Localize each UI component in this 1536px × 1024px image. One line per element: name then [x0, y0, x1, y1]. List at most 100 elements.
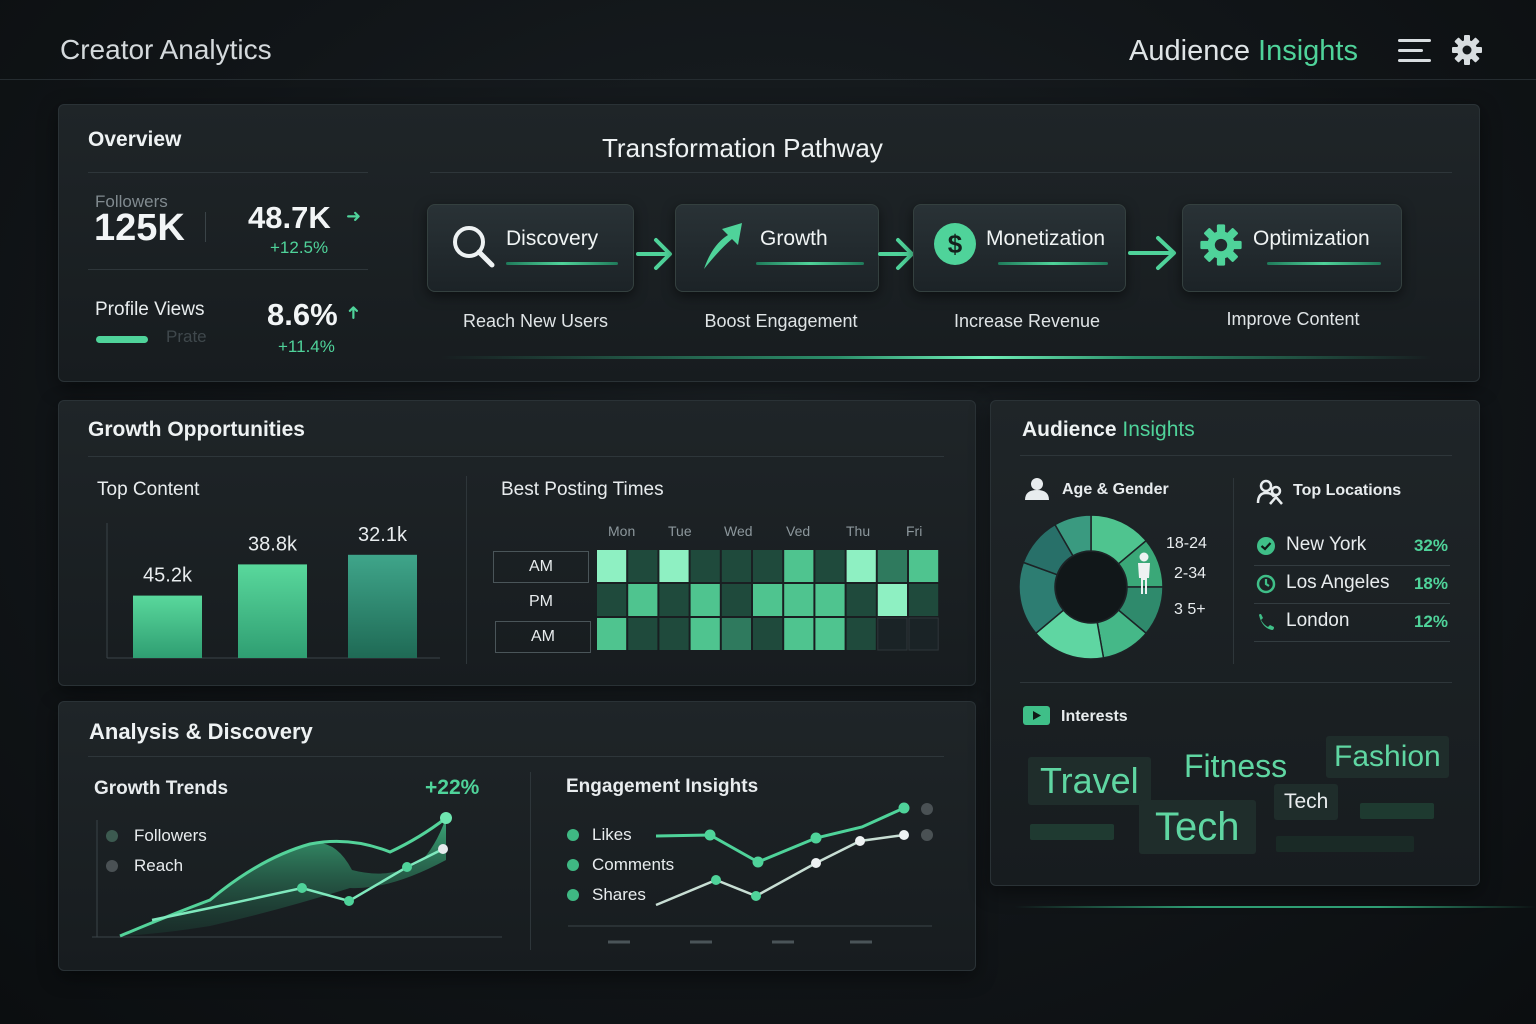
day-label: Tue	[668, 523, 692, 539]
interest-placeholder-bar	[1360, 803, 1434, 819]
pathway-divider	[430, 172, 1452, 173]
heatmap-cell	[815, 584, 845, 616]
heatmap-cell	[628, 618, 658, 650]
step-discovery[interactable]: Discovery	[427, 204, 634, 292]
interest-placeholder-bar	[1030, 824, 1114, 840]
audience-vsep	[1233, 478, 1234, 664]
age-gender-title: Age & Gender	[1062, 481, 1169, 498]
location-name: London	[1286, 610, 1350, 631]
engagement-chart	[568, 802, 933, 944]
overview-title: Overview	[88, 128, 182, 151]
heatmap-cell	[846, 550, 876, 582]
reach-point	[344, 896, 354, 906]
likes-point	[898, 802, 910, 814]
growth-trends-pct: +22%	[425, 776, 480, 799]
metric2-change: +11.4%	[278, 337, 335, 356]
day-label: Ved	[786, 523, 811, 539]
step-growth[interactable]: Growth	[675, 204, 879, 292]
heatmap-cell	[659, 584, 689, 616]
location-pct: 18%	[1413, 574, 1448, 593]
age-label: 3 5+	[1174, 601, 1206, 618]
top-content-chart: 45.2k 38.8k 32.1k	[106, 523, 440, 659]
location-name: New York	[1286, 534, 1367, 555]
arrow-right-icon	[878, 238, 914, 270]
legend-dot-reach	[106, 860, 118, 872]
step-sub-discovery: Reach New Users	[462, 311, 609, 331]
interest-chip-tech-small[interactable]: Tech	[1274, 784, 1339, 820]
followers-area	[120, 818, 446, 936]
top-content-title: Top Content	[97, 479, 200, 500]
location-row[interactable]: Los Angeles 18%	[1254, 566, 1450, 604]
reach-line	[151, 847, 444, 922]
interest-chip-fitness[interactable]: Fitness	[1184, 748, 1288, 784]
phone-icon	[1259, 614, 1274, 630]
age-gender-donut-chart	[1018, 514, 1164, 660]
posting-times-heatmap	[597, 550, 939, 651]
heatmap-cell	[909, 550, 939, 582]
heatmap-cell	[753, 584, 783, 616]
legend-reach: Reach	[134, 856, 184, 875]
header-title-main: Audience	[1129, 35, 1250, 67]
interest-chip-travel[interactable]: Travel	[1028, 757, 1151, 805]
pathway-title: Transformation Pathway	[602, 133, 883, 163]
pathway-glow-line	[440, 356, 1432, 359]
person-icon	[1138, 552, 1150, 594]
step-optimization[interactable]: Optimization	[1182, 204, 1402, 292]
heatmap-cell	[909, 584, 939, 616]
app-title: Creator Analytics	[60, 34, 272, 65]
bar-value-label: 45.2k	[143, 565, 193, 587]
audience-title-accent: Insights	[1122, 418, 1195, 441]
interest-chip-tech[interactable]: Tech	[1139, 800, 1256, 854]
likes-point	[704, 829, 716, 841]
bar-1	[133, 595, 202, 658]
legend-dot-followers	[106, 830, 118, 842]
day-label: Thu	[846, 523, 871, 539]
heatmap-cell	[846, 618, 876, 650]
dollar-icon: $	[934, 223, 976, 265]
location-row[interactable]: New York 32%	[1254, 528, 1450, 566]
interest-chip-fashion[interactable]: Fashion	[1326, 736, 1449, 778]
growth-opps-title: Growth Opportunities	[88, 418, 305, 441]
location-pct: 12%	[1413, 612, 1448, 631]
legend-dot-comments	[567, 859, 579, 871]
heatmap-cell	[690, 550, 720, 582]
audience-divider-2	[1020, 682, 1452, 683]
step-monetization[interactable]: $ Monetization	[913, 204, 1126, 292]
metric2-up-arrow-icon: ➜	[343, 304, 364, 321]
legend-likes: Likes	[592, 825, 632, 844]
gear-icon	[1200, 224, 1242, 266]
location-row[interactable]: London 12%	[1254, 604, 1450, 642]
step-underline	[506, 262, 618, 265]
settings-gear-icon[interactable]	[1451, 34, 1483, 66]
interests-title: Interests	[1061, 708, 1128, 725]
heatmap-cell	[815, 618, 845, 650]
slot-label-pm: PM	[529, 593, 553, 610]
bar-3	[348, 554, 417, 658]
followers-label: Followers	[95, 192, 168, 211]
clock-icon	[1256, 574, 1276, 594]
step-label: Optimization	[1253, 227, 1370, 250]
heatmap-cell	[659, 550, 689, 582]
top-bar: Creator Analytics Audience Insights	[0, 0, 1536, 80]
likes-point	[752, 856, 764, 868]
arrow-right-icon	[1128, 236, 1176, 270]
comments-point	[751, 891, 761, 901]
metric2-value: 8.6%	[267, 297, 338, 332]
day-label: Wed	[724, 523, 753, 539]
legend-shares: Shares	[592, 885, 646, 904]
bottom-glow-line	[1014, 906, 1536, 908]
menu-icon[interactable]	[1398, 38, 1431, 64]
legend-comments: Comments	[592, 855, 675, 874]
heatmap-cell	[721, 618, 751, 650]
followers-endpoint	[440, 812, 452, 824]
growth-opps-divider	[88, 456, 944, 457]
profile-views-label: Profile Views	[95, 299, 205, 320]
header-section-title: Audience Insights	[1129, 35, 1358, 68]
step-sub-growth: Boost Engagement	[704, 311, 858, 331]
step-underline	[998, 262, 1108, 265]
heatmap-cell	[877, 617, 908, 651]
day-label: Mon	[608, 523, 636, 539]
bar-2	[238, 564, 307, 658]
comments-point	[855, 836, 865, 846]
